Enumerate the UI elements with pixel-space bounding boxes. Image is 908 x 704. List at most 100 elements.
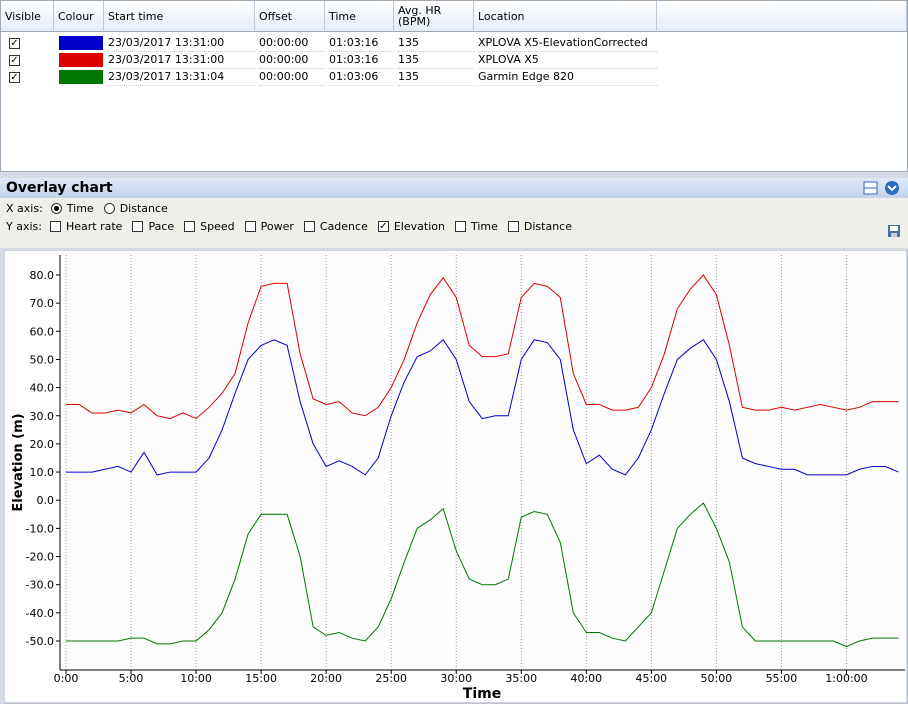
y-axis-option: Cadence	[303, 220, 368, 233]
checkbox[interactable]	[49, 221, 61, 232]
cell: 00:00:00	[259, 35, 325, 52]
y-axis-option: Speed	[184, 220, 235, 233]
chart: 0:00 5:00 10:00 15:00 20:00 25:00 30:00 35:00 40…	[4, 250, 908, 704]
option-label: Time	[470, 220, 498, 233]
column-header: Colour	[54, 1, 104, 32]
save-icon[interactable]	[887, 224, 901, 238]
options: X axis: Time Distance Y axis: Heart rate Pac…	[0, 198, 908, 248]
y-tick-label: -30.0	[26, 579, 54, 592]
series-line	[66, 502, 899, 648]
column-header: Visible	[1, 1, 54, 32]
checkbox[interactable]	[454, 221, 466, 232]
x-tick-label: 10:00	[180, 672, 212, 685]
checkbox[interactable]: ✓	[377, 221, 389, 232]
cell: 135	[398, 35, 474, 52]
option-label: Pace	[148, 220, 175, 233]
cell: 23/03/2017 13:31:00	[108, 52, 255, 69]
y-tick-label: 50.0	[30, 353, 55, 366]
y-axis-option: Heart rate	[49, 220, 123, 233]
y-tick-label: -10.0	[26, 522, 54, 535]
y-axis-title: Elevation (m)	[11, 413, 26, 511]
x-tick-label: 35:00	[505, 672, 537, 685]
x-tick-label: 40:00	[570, 672, 602, 685]
panel-title: Overlay chart	[6, 180, 113, 196]
panel-header: Overlay chart	[0, 178, 908, 198]
y-tick-label: -40.0	[26, 607, 54, 620]
option-label: Distance	[119, 202, 168, 215]
column-header: Offset	[255, 1, 325, 32]
colour-swatch	[59, 53, 103, 67]
option-label: Distance	[523, 220, 572, 233]
y-axis-option: Power	[244, 220, 294, 233]
checkbox[interactable]	[507, 221, 519, 232]
x-tick-label: 45:00	[635, 672, 667, 685]
y-tick-label: 70.0	[30, 297, 55, 310]
x-axis-label: X axis:	[6, 202, 43, 215]
cell: 00:00:00	[259, 69, 325, 86]
cell: XPLOVA X5	[478, 52, 657, 69]
visible-checkbox[interactable]: ✓	[9, 55, 20, 66]
cell: 23/03/2017 13:31:00	[108, 35, 255, 52]
cell: 135	[398, 69, 474, 86]
x-tick-label: 5:00	[119, 672, 144, 685]
header-filler	[657, 1, 907, 32]
x-tick-label: 30:00	[440, 672, 472, 685]
series-line	[66, 274, 899, 420]
option-label: Speed	[200, 220, 235, 233]
x-tick-label: 50:00	[701, 672, 733, 685]
option-label: Heart rate	[65, 220, 123, 233]
y-tick-label: 40.0	[30, 382, 55, 395]
option-label: Cadence	[319, 220, 368, 233]
track-grid: Visible Colour Start time Offset Time Avg. HR…	[0, 0, 908, 172]
checkbox[interactable]	[184, 221, 196, 232]
series-line	[66, 338, 899, 476]
x-tick-label: 1:00:00	[825, 672, 867, 685]
y-axis-option: ✓ Elevation	[377, 220, 445, 233]
y-axis-option: Distance	[507, 220, 572, 233]
x-tick-label: 25:00	[375, 672, 407, 685]
panel-icons[interactable]	[862, 180, 904, 196]
cell: 01:03:16	[329, 52, 394, 69]
y-tick-label: 10.0	[30, 466, 55, 479]
radio-dot[interactable]	[53, 206, 59, 211]
visible-checkbox[interactable]: ✓	[9, 72, 20, 83]
y-tick-label: -50.0	[26, 635, 54, 648]
cell: 23/03/2017 13:31:04	[108, 69, 255, 86]
cell: 00:00:00	[259, 52, 325, 69]
cell: 01:03:06	[329, 69, 394, 86]
y-tick-label: 80.0	[30, 269, 55, 282]
y-tick-label: 30.0	[30, 410, 55, 423]
y-tick-label: 0.0	[37, 494, 55, 507]
colour-swatch	[59, 70, 103, 84]
x-tick-label: 20:00	[310, 672, 342, 685]
y-tick-label: 20.0	[30, 438, 55, 451]
x-axis-option: Time	[50, 202, 94, 215]
y-axis-option: Time	[454, 220, 498, 233]
radio[interactable]	[103, 203, 115, 214]
x-axis-title: Time	[463, 686, 501, 702]
column-header: Time	[325, 1, 394, 32]
y-tick-label: 60.0	[30, 325, 55, 338]
radio[interactable]	[50, 203, 62, 214]
checkbox[interactable]	[132, 221, 144, 232]
cell: 135	[398, 52, 474, 69]
x-tick-label: 0:00	[54, 672, 79, 685]
y-tick-label: -20.0	[26, 551, 54, 564]
checkbox[interactable]	[244, 221, 256, 232]
checkbox[interactable]	[303, 221, 315, 232]
column-header: Location	[474, 1, 657, 32]
colour-swatch	[59, 36, 103, 50]
option-label: Power	[260, 220, 294, 233]
column-header: Start time	[104, 1, 255, 32]
cell: Garmin Edge 820	[478, 69, 657, 86]
x-tick-label: 55:00	[766, 672, 798, 685]
x-axis-option: Distance	[103, 202, 168, 215]
y-axis-option: Pace	[132, 220, 174, 233]
plot-area	[60, 255, 905, 670]
y-axis-label: Y axis:	[6, 220, 42, 233]
cell: XPLOVA X5-ElevationCorrected	[478, 35, 657, 52]
option-label: Elevation	[393, 220, 445, 233]
option-label: Time	[66, 202, 94, 215]
visible-checkbox[interactable]: ✓	[9, 38, 20, 49]
